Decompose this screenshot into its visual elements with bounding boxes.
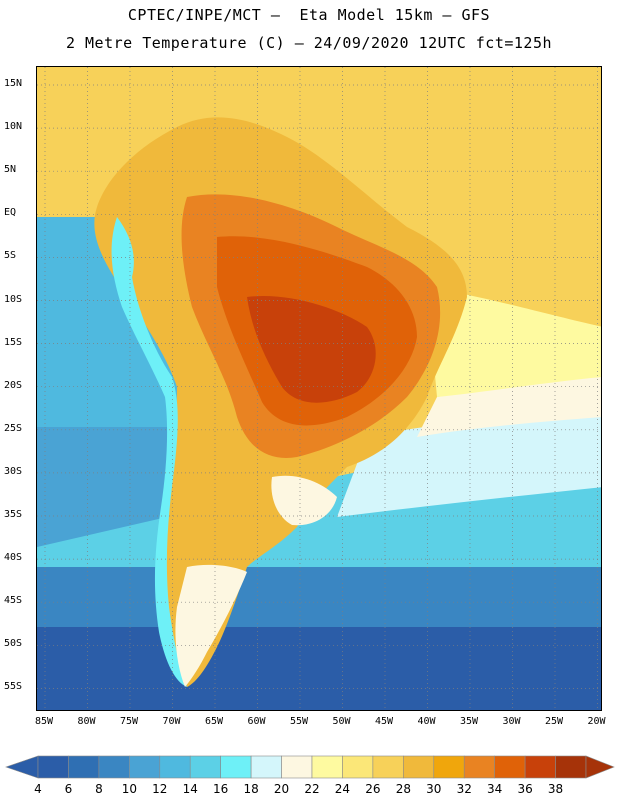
patagonia-zone: [175, 564, 247, 687]
colorbar-tick-label: 34: [487, 782, 502, 796]
latitude-label: 10N: [4, 121, 23, 133]
latitude-label: 50S: [4, 638, 23, 650]
andes-cold-strip: [111, 217, 187, 687]
latitude-label: 35S: [4, 509, 23, 520]
latitude-label: 55S: [4, 681, 23, 693]
colorbar-tick-label: 26: [365, 782, 380, 796]
latitude-label: 25S: [4, 422, 23, 434]
title-line-1: CPTEC/INPE/MCT – Eta Model 15km – GFS: [127, 6, 491, 24]
longitude-label: 40W: [417, 716, 436, 727]
colorbar-tick-label: 6: [65, 782, 73, 796]
latitude-label: 15S: [4, 336, 23, 348]
longitude-label: 70W: [162, 716, 181, 727]
rio-de-la-plata-zone: [271, 475, 337, 526]
latitude-label: 45S: [4, 595, 23, 607]
colorbar-swatch: [372, 755, 404, 779]
colorbar-swatch: [494, 755, 526, 779]
colorbar-tick-label: 10: [122, 782, 137, 796]
colorbar: 4 6 8 10 12 14 16 18 20 22 24 26 28 30 32 34 36 38: [5, 755, 615, 796]
colorbar-swatch: [311, 755, 343, 779]
longitude-label: 85W: [34, 716, 54, 727]
colorbar-labels: 4 6 8 10 12 14 16 18 20 22 24 26 28 30 32 34 36 38: [34, 782, 563, 796]
latitude-label: 15N: [4, 78, 23, 89]
colorbar-swatch: [189, 755, 221, 779]
colorbar-arrow-high: [585, 755, 615, 779]
colorbar-tick-label: 38: [548, 782, 563, 796]
title-line-2: 2 Metre Temperature (C) – 24/09/2020 12U…: [65, 34, 553, 52]
colorbar-tick-label: 12: [152, 782, 167, 796]
colorbar-tick-label: 20: [274, 782, 289, 796]
colorbar-swatch: [403, 755, 435, 779]
colorbar-tick-label: 28: [396, 782, 411, 796]
longitude-label: 20W: [587, 716, 606, 727]
latitude-label: 5S: [4, 250, 17, 262]
colorbar-swatches: [5, 755, 615, 779]
colorbar-swatch: [68, 755, 100, 779]
colorbar-tick-label: 4: [34, 782, 42, 796]
atlantic-cream-band: [417, 372, 601, 437]
longitude-label: 45W: [374, 716, 394, 727]
colorbar-swatch: [220, 755, 252, 779]
colorbar-tick-label: 14: [183, 782, 198, 796]
latitude-label: 40S: [4, 552, 23, 564]
colorbar-tick-label: 32: [457, 782, 472, 796]
colorbar-tick-label: 22: [304, 782, 319, 796]
latitude-label: 5N: [4, 164, 17, 176]
atlantic-yellow-band: [427, 287, 601, 397]
colorbar-tick-label: 36: [517, 782, 532, 796]
colorbar-swatch: [433, 755, 465, 779]
colorbar-tick-label: 30: [426, 782, 441, 796]
colorbar-swatch: [463, 755, 495, 779]
colorbar-tick-label: 16: [213, 782, 228, 796]
longitude-label: 30W: [502, 716, 521, 727]
colorbar-tick-label: 18: [243, 782, 258, 796]
interior-hottest-zone: [247, 296, 376, 403]
atlantic-pale-band: [337, 412, 601, 517]
colorbar-tick-label: 8: [95, 782, 103, 796]
longitude-label: 80W: [77, 716, 96, 727]
colorbar-swatch: [281, 755, 313, 779]
latitude-label: 20S: [4, 379, 23, 391]
colorbar-swatch: [37, 755, 69, 779]
longitude-label: 65W: [204, 716, 224, 727]
latitude-label: EQ: [4, 207, 17, 219]
south-ocean-deep: [37, 627, 601, 710]
longitude-label: 55W: [289, 716, 309, 727]
latitude-label: 10S: [4, 293, 23, 305]
colorbar-swatch: [555, 755, 587, 779]
colorbar-swatch: [524, 755, 556, 779]
colorbar-swatch: [250, 755, 282, 779]
longitude-label: 25W: [544, 716, 564, 727]
colorbar-swatch: [342, 755, 374, 779]
longitude-label: 35W: [459, 716, 479, 727]
colorbar-tick-label: 24: [335, 782, 350, 796]
longitude-label: 50W: [332, 716, 351, 727]
colorbar-arrow-low: [5, 755, 39, 779]
longitude-label: 75W: [119, 716, 139, 727]
map-canvas: [37, 67, 601, 710]
latitude-label: 30S: [4, 465, 23, 477]
longitude-label: 60W: [247, 716, 266, 727]
colorbar-swatch: [159, 755, 191, 779]
colorbar-swatch: [98, 755, 130, 779]
temperature-map: [36, 66, 602, 711]
colorbar-swatch: [129, 755, 161, 779]
